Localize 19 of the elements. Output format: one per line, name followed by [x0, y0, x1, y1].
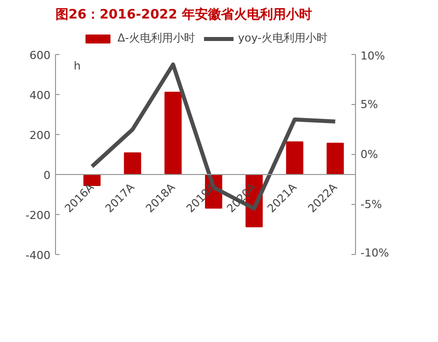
y-tick-label: 200 — [30, 129, 51, 142]
y2-tick-label: 0% — [360, 148, 378, 161]
y-tick-label: -200 — [26, 209, 51, 222]
bar — [286, 141, 304, 175]
y2-tick-label: -10% — [360, 246, 389, 260]
y-axis-title: h — [74, 60, 81, 72]
bar — [164, 92, 182, 175]
chart-title: 图26：2016-2022 年安徽省火电利用小时 — [56, 6, 312, 22]
y-tick-label: 0 — [44, 169, 50, 182]
y2-tick-label: 5% — [360, 98, 378, 111]
y2-tick-label: -5% — [360, 198, 382, 211]
y-tick-label: 600 — [30, 49, 51, 62]
y2-tick-label: 10% — [360, 50, 385, 62]
legend-label: yoy-火电利用小时 — [238, 30, 328, 46]
bar — [326, 142, 344, 175]
bar — [124, 152, 142, 175]
y-tick-label: -400 — [26, 249, 51, 262]
y-tick-label: 400 — [30, 89, 51, 102]
legend-label: Δ-火电利用小时 — [117, 30, 195, 46]
